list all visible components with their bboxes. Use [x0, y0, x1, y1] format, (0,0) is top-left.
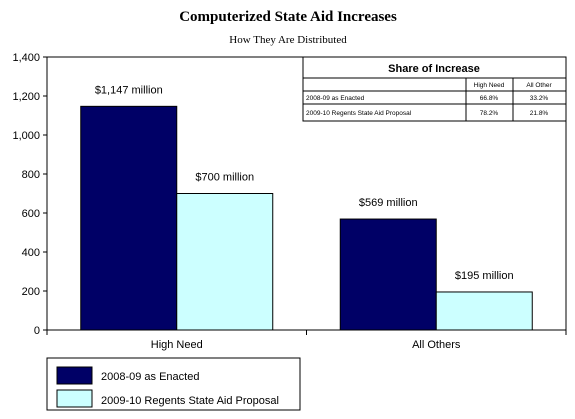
share-table-cell: 78.2%	[480, 110, 499, 117]
chart-title: Computerized State Aid Increases	[179, 9, 397, 25]
data-label: $195 million	[455, 270, 514, 282]
y-tick-label: 0	[34, 325, 40, 337]
share-table-cell: 21.8%	[530, 110, 549, 117]
x-tick-label: All Others	[412, 339, 461, 351]
share-table: Share of Increase High Need All Other 20…	[302, 56, 567, 122]
legend-swatch	[56, 366, 93, 385]
y-axis: 0 200 400 600 800 1,000 1,200 1,400	[12, 52, 47, 337]
y-tick-label: 600	[22, 208, 40, 220]
bars	[80, 105, 533, 331]
share-table-title: Share of Increase	[388, 63, 480, 75]
chart-subtitle: How They Are Distributed	[229, 34, 347, 46]
legend-label: 2009-10 Regents State Aid Proposal	[101, 395, 279, 407]
legend-swatch	[56, 389, 93, 408]
bar	[80, 105, 178, 331]
data-label: $1,147 million	[95, 84, 163, 96]
share-table-column-header: All Other	[526, 82, 552, 89]
bar	[176, 193, 274, 331]
bar	[435, 291, 533, 331]
share-table-cell: 33.2%	[530, 95, 549, 102]
share-table-cell: 66.8%	[480, 95, 499, 102]
y-tick-label: 1,400	[12, 52, 40, 64]
bar	[339, 218, 437, 331]
data-labels: $1,147 million $700 million $569 million $1…	[95, 84, 514, 282]
legend-label: 2008-09 as Enacted	[101, 371, 199, 383]
data-label: $569 million	[359, 197, 418, 209]
y-tick-label: 800	[22, 169, 40, 181]
share-table-row-label: 2008-09 as Enacted	[306, 95, 365, 102]
y-tick-label: 200	[22, 286, 40, 298]
share-table-row-label: 2009-10 Regents State Aid Proposal	[306, 110, 412, 117]
share-table-frame	[302, 56, 567, 122]
y-tick-label: 1,000	[12, 130, 40, 142]
y-tick-label: 400	[22, 247, 40, 259]
share-table-column-header: High Need	[474, 82, 505, 89]
y-tick-label: 1,200	[12, 91, 40, 103]
x-axis: High Need All Others	[46, 330, 567, 351]
x-tick-label: High Need	[151, 339, 203, 351]
legend: 2008-09 as Enacted 2009-10 Regents State…	[46, 357, 301, 411]
data-label: $700 million	[195, 172, 254, 184]
